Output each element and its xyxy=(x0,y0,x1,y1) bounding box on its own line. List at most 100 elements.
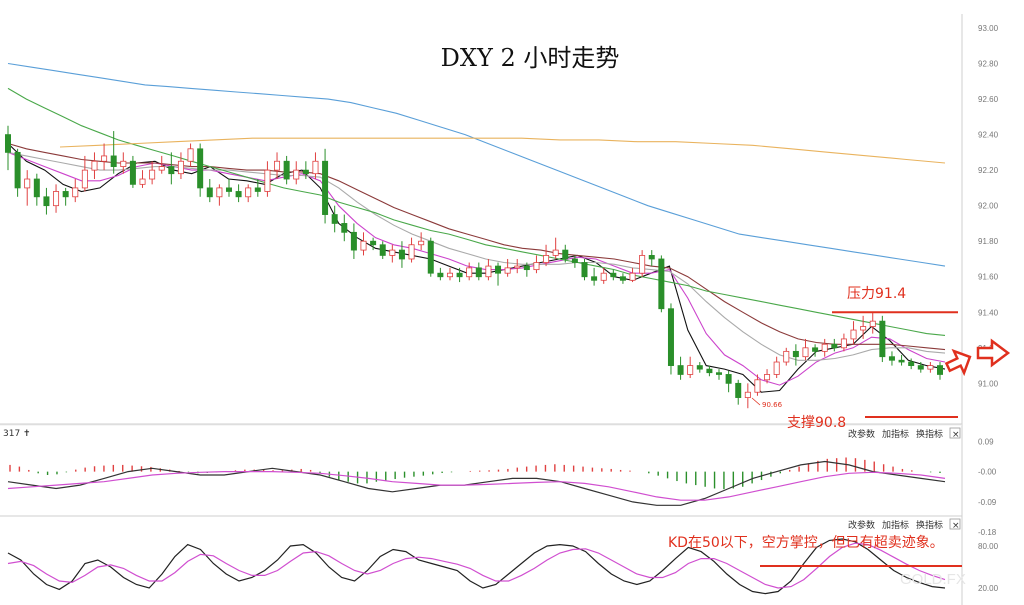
candle-body xyxy=(485,265,492,278)
candle xyxy=(235,184,242,203)
candle-body xyxy=(840,338,847,349)
edit-params-button[interactable]: 改参数 xyxy=(848,428,875,440)
y-tick-label: 92.80 xyxy=(978,60,999,69)
candle xyxy=(331,205,338,233)
candle xyxy=(783,347,790,366)
candle xyxy=(427,237,434,277)
candle xyxy=(62,187,69,206)
candle-body xyxy=(456,272,463,278)
candle xyxy=(706,365,713,377)
candle-body xyxy=(927,365,934,370)
candle xyxy=(812,344,819,357)
candle-body xyxy=(466,267,473,278)
macd-lines xyxy=(7,460,946,506)
switch-indicator-button[interactable]: 换指标 xyxy=(916,428,943,440)
add-indicator-button[interactable]: 加指标 xyxy=(882,519,909,531)
candle xyxy=(725,370,732,393)
candle-body xyxy=(562,249,569,260)
y-tick-label: -0.18 xyxy=(978,528,997,537)
candle xyxy=(91,152,98,180)
candle xyxy=(360,232,367,256)
candle-body xyxy=(43,196,50,207)
candle-body xyxy=(168,166,175,175)
candle xyxy=(197,143,204,197)
moving-average-line xyxy=(59,137,946,164)
candle xyxy=(177,152,184,180)
close-icon[interactable] xyxy=(949,518,961,530)
candle-body xyxy=(792,350,799,358)
candle-body xyxy=(149,169,156,180)
candle xyxy=(101,143,108,171)
y-tick-label: -0.00 xyxy=(978,468,997,477)
candle-body xyxy=(850,329,857,340)
y-tick-label: -0.09 xyxy=(978,498,997,507)
candle-body xyxy=(716,372,723,375)
y-tick-label: 0.09 xyxy=(978,437,994,446)
panel-frames xyxy=(0,14,963,605)
candle-body xyxy=(629,272,636,281)
candle xyxy=(831,338,838,352)
candle xyxy=(821,338,828,357)
candle xyxy=(917,362,924,373)
candle-body xyxy=(177,160,184,175)
candle-body xyxy=(187,148,194,162)
k-line xyxy=(7,538,946,595)
candle-body xyxy=(543,255,550,263)
candle xyxy=(898,354,905,366)
candle-body xyxy=(274,160,281,171)
candle xyxy=(773,356,780,379)
dif-line xyxy=(7,460,946,506)
candle xyxy=(379,241,386,259)
close-icon[interactable] xyxy=(949,427,961,439)
candle-body xyxy=(427,240,434,274)
kd-annotation: KD在50以下，空方掌控，但已有超卖迹象。 xyxy=(668,535,944,551)
candle-body xyxy=(33,178,40,198)
candle xyxy=(879,315,886,363)
candle xyxy=(581,258,588,281)
candle-body xyxy=(619,276,626,281)
candle-body xyxy=(370,240,377,246)
candle-body xyxy=(677,365,684,375)
candle-body xyxy=(648,255,655,260)
moving-average-line xyxy=(7,151,946,361)
switch-indicator-button[interactable]: 换指标 xyxy=(916,519,943,531)
candle xyxy=(937,362,944,380)
watermark: GOLD.FX xyxy=(900,571,966,588)
candle-body xyxy=(283,160,290,180)
candle-body xyxy=(744,391,751,398)
candle-body xyxy=(937,365,944,375)
candle xyxy=(168,152,175,185)
y-tick-label: 91.60 xyxy=(978,273,999,282)
candle-body xyxy=(860,326,867,331)
candle xyxy=(600,267,607,284)
candle-body xyxy=(62,191,69,198)
moving-average-line xyxy=(7,62,946,267)
kd-toolbar: 改参数 加指标 换指标 × xyxy=(848,518,961,531)
candle xyxy=(283,155,290,185)
candle xyxy=(158,155,165,174)
right-arrow-icon xyxy=(944,348,972,377)
candle xyxy=(81,155,88,192)
candle xyxy=(475,262,482,281)
candle-body xyxy=(600,272,607,281)
candle-body xyxy=(658,258,665,310)
candle xyxy=(293,161,300,185)
panel-label: 317 ✝ xyxy=(3,429,31,439)
y-tick-label: 80.00 xyxy=(978,542,999,551)
candle xyxy=(591,267,598,286)
y-tick-label: 92.20 xyxy=(978,166,999,175)
candle xyxy=(504,258,511,277)
y-tick-label: 93.00 xyxy=(978,24,999,33)
candle-body xyxy=(245,187,252,198)
candle-body xyxy=(667,308,674,366)
candle-body xyxy=(91,160,98,171)
candle-body xyxy=(110,155,117,167)
add-indicator-button[interactable]: 加指标 xyxy=(882,428,909,440)
candle-body xyxy=(341,223,348,233)
edit-params-button[interactable]: 改参数 xyxy=(848,519,875,531)
candle-body xyxy=(581,262,588,278)
candle-body xyxy=(437,272,444,278)
chart-title: DXY 2 小时走势 xyxy=(441,44,620,72)
candle-body xyxy=(408,244,415,260)
candle xyxy=(716,369,723,380)
